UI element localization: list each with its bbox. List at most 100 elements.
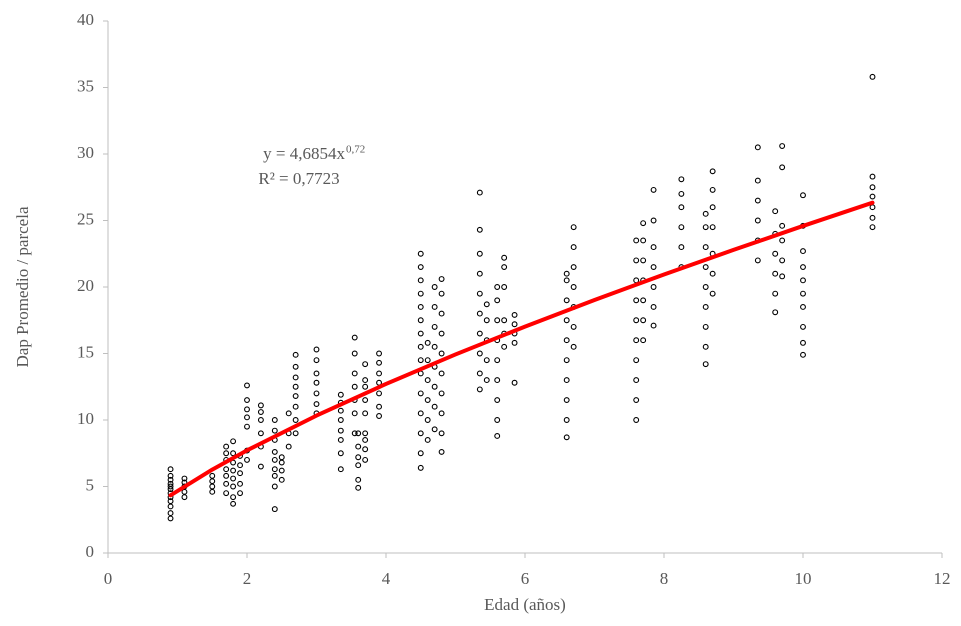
point <box>438 330 445 337</box>
point <box>209 483 216 490</box>
point <box>244 456 250 463</box>
point <box>292 351 299 358</box>
point <box>271 417 278 423</box>
y-tick-label: 10 <box>77 409 94 428</box>
point <box>640 257 647 264</box>
point <box>244 382 250 389</box>
point <box>230 475 237 482</box>
point <box>563 377 570 384</box>
point <box>209 488 216 495</box>
point <box>563 434 570 441</box>
point <box>223 490 230 497</box>
point <box>167 510 174 517</box>
point <box>494 317 501 324</box>
point <box>351 383 358 390</box>
point <box>494 297 501 304</box>
point <box>633 257 640 264</box>
point <box>869 73 876 80</box>
point <box>417 450 424 457</box>
point <box>772 270 779 277</box>
point <box>351 334 358 341</box>
x-tick-label: 10 <box>795 569 812 588</box>
point <box>709 224 716 231</box>
point <box>476 290 483 297</box>
point <box>501 284 508 290</box>
point <box>271 506 278 513</box>
point <box>483 301 490 308</box>
point <box>337 450 344 457</box>
point <box>376 350 382 357</box>
point <box>563 277 570 284</box>
point <box>633 397 640 403</box>
point <box>376 390 382 397</box>
point <box>362 456 369 463</box>
point <box>563 337 570 344</box>
point <box>754 257 761 264</box>
point <box>257 463 264 470</box>
point <box>702 343 709 350</box>
point <box>337 437 344 443</box>
point <box>292 393 299 400</box>
point <box>417 357 424 364</box>
point <box>709 186 716 193</box>
point <box>223 480 230 487</box>
point <box>257 417 264 423</box>
point <box>292 363 299 370</box>
point <box>313 370 320 377</box>
point <box>167 472 174 479</box>
point <box>417 464 424 471</box>
point <box>779 164 786 171</box>
point <box>292 383 299 390</box>
point <box>800 192 806 199</box>
point <box>476 270 483 277</box>
point <box>417 430 424 437</box>
y-tick-label: 15 <box>77 342 94 361</box>
point <box>431 304 438 310</box>
trend-line <box>168 200 875 498</box>
point <box>237 490 244 497</box>
point <box>376 359 382 366</box>
point <box>337 391 344 398</box>
point <box>650 186 657 193</box>
point <box>772 250 779 257</box>
point <box>278 467 285 474</box>
point <box>702 304 709 310</box>
point <box>570 284 577 290</box>
point <box>650 217 657 224</box>
point <box>640 237 647 244</box>
point <box>285 410 292 417</box>
point <box>271 448 278 455</box>
point <box>650 322 657 329</box>
point <box>640 337 647 344</box>
point <box>351 370 358 377</box>
point <box>800 264 806 270</box>
point <box>511 321 518 328</box>
point <box>702 244 709 251</box>
point <box>167 483 174 490</box>
point <box>438 276 445 282</box>
point <box>362 397 369 403</box>
point <box>570 264 577 270</box>
point <box>417 390 424 397</box>
point <box>351 430 358 437</box>
point <box>271 472 278 479</box>
point <box>678 176 685 183</box>
point <box>355 462 362 469</box>
point <box>702 323 709 330</box>
point <box>417 317 424 324</box>
point <box>483 317 490 324</box>
point <box>633 377 640 384</box>
point <box>431 403 438 410</box>
point <box>438 410 445 417</box>
point <box>570 343 577 350</box>
y-axis-label: Dap Promedio / parcela <box>13 206 32 367</box>
point <box>476 189 483 196</box>
point <box>313 390 320 397</box>
point <box>702 210 709 217</box>
point <box>230 467 237 474</box>
point <box>702 224 709 231</box>
point <box>483 377 490 384</box>
point <box>313 379 320 386</box>
point <box>570 224 577 231</box>
point <box>181 475 188 482</box>
